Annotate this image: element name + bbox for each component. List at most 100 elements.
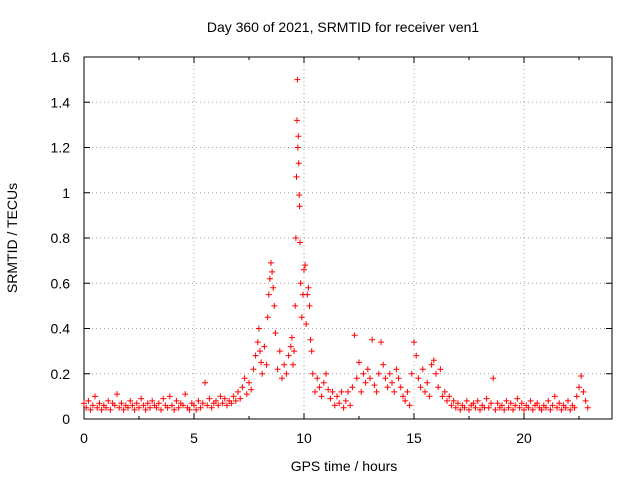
data-point <box>103 404 109 411</box>
data-point <box>457 406 464 413</box>
data-point <box>347 402 354 409</box>
data-point <box>230 393 237 400</box>
data-point <box>417 384 424 391</box>
data-point <box>472 404 479 411</box>
data-point <box>349 384 356 391</box>
data-point <box>448 402 455 409</box>
data-point <box>199 400 206 407</box>
data-point <box>307 336 314 343</box>
data-point <box>439 393 446 400</box>
data-point <box>221 395 228 402</box>
data-point <box>239 384 246 391</box>
data-point <box>534 400 541 407</box>
data-point <box>380 361 387 368</box>
data-point <box>98 406 105 413</box>
data-point <box>202 379 208 386</box>
data-point <box>248 386 255 393</box>
data-point <box>338 388 345 395</box>
data-point <box>276 348 283 355</box>
data-point <box>371 382 378 389</box>
data-point <box>364 366 371 373</box>
data-point <box>138 395 145 402</box>
data-point <box>450 397 457 404</box>
data-point <box>295 133 302 140</box>
data-point <box>129 402 136 409</box>
data-point <box>395 375 402 382</box>
data-point <box>356 359 362 366</box>
data-point <box>281 361 288 368</box>
data-point <box>296 203 303 210</box>
x-tick-label: 20 <box>516 430 532 446</box>
data-point <box>494 400 501 407</box>
data-point <box>329 388 336 395</box>
data-point <box>488 400 494 407</box>
y-tick-label: 1.6 <box>51 49 71 65</box>
data-point <box>111 402 118 409</box>
data-point <box>499 402 505 409</box>
data-point <box>516 404 523 411</box>
data-point <box>360 370 367 377</box>
data-point <box>295 160 302 167</box>
data-point <box>180 402 186 409</box>
data-point <box>323 370 329 377</box>
data-point <box>408 370 415 377</box>
y-tick-label: 1.2 <box>51 140 71 156</box>
data-point <box>213 397 219 404</box>
data-point <box>237 395 244 402</box>
data-point <box>422 388 428 395</box>
data-point <box>147 404 153 411</box>
data-point <box>562 404 569 411</box>
data-point <box>279 375 285 382</box>
data-point <box>254 339 261 346</box>
data-point <box>287 343 294 350</box>
data-point <box>441 388 448 395</box>
x-tick-label: 15 <box>406 430 422 446</box>
data-point <box>164 404 171 411</box>
data-point <box>483 395 490 402</box>
data-point <box>428 361 435 368</box>
data-point <box>375 370 382 377</box>
data-point <box>318 393 325 400</box>
data-point <box>331 402 338 409</box>
data-point <box>292 302 299 309</box>
data-point <box>215 402 222 409</box>
data-point <box>463 397 470 404</box>
y-tick-label: 1.4 <box>51 94 71 110</box>
data-point <box>470 400 477 407</box>
data-point <box>153 404 160 411</box>
y-tick-label: 0.8 <box>51 230 71 246</box>
data-point <box>543 404 549 411</box>
data-point <box>525 404 532 411</box>
data-point <box>149 397 156 404</box>
grid-layer <box>84 57 612 419</box>
data-point <box>294 117 300 124</box>
data-point <box>433 370 439 377</box>
data-point <box>166 393 173 400</box>
data-point <box>327 395 334 402</box>
data-point <box>419 366 426 373</box>
data-point <box>235 388 241 395</box>
data-point <box>302 262 309 269</box>
data-point <box>336 400 343 407</box>
data-point <box>477 406 483 413</box>
data-point <box>241 375 248 382</box>
data-point <box>367 375 373 382</box>
data-point <box>257 348 263 355</box>
data-point <box>485 404 492 411</box>
y-tick-label: 0.2 <box>51 366 71 382</box>
data-point <box>455 400 461 407</box>
data-point <box>272 330 279 336</box>
data-point <box>197 404 204 411</box>
data-point <box>264 314 271 321</box>
data-point <box>259 370 266 377</box>
data-point <box>512 402 519 409</box>
data-point <box>529 406 536 413</box>
data-point <box>182 391 189 398</box>
data-point <box>116 404 123 411</box>
data-point <box>545 397 552 404</box>
data-point <box>402 397 409 404</box>
data-point <box>85 397 92 404</box>
data-point <box>118 400 125 407</box>
ticks-layer: 0 5 10 15 20 0 0.2 0.4 0.6 0.8 1 1.2 1.4 1.6 <box>51 49 612 446</box>
